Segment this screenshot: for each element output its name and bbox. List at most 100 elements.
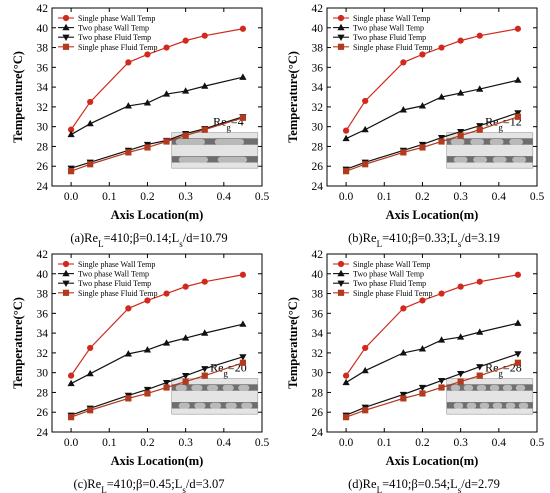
gas-slug (225, 402, 237, 409)
gas-slug (450, 385, 461, 391)
data-point (182, 373, 190, 380)
legend-label: Single phase Fluid Temp (353, 289, 433, 298)
data-point (162, 339, 171, 346)
data-point (182, 334, 190, 341)
gas-slug (518, 402, 529, 409)
legend-marker (62, 260, 70, 268)
x-tick-label: 0.2 (140, 437, 155, 449)
data-point (514, 76, 522, 83)
legend-marker (337, 14, 345, 22)
x-tick-label: 0.5 (530, 191, 545, 203)
gas-slug (476, 385, 487, 391)
y-tick-label: 24 (37, 427, 49, 439)
x-axis-label: Axis Location(m) (111, 208, 204, 222)
legend-label: Single phase Wall Temp (353, 260, 430, 269)
series-two-phase-wall-temp (342, 76, 522, 142)
y-tick-label: 28 (312, 387, 324, 399)
series-line (345, 362, 519, 418)
data-point (419, 144, 426, 151)
data-point (182, 378, 189, 385)
legend-marker (62, 269, 70, 277)
x-axis-label: Axis Location(m) (386, 208, 479, 222)
y-tick-label: 38 (37, 43, 49, 55)
x-tick-label: 0.1 (377, 191, 392, 203)
gas-slug (175, 139, 205, 145)
data-point (476, 328, 484, 335)
series-line (345, 353, 519, 416)
data-point (400, 59, 407, 66)
data-point (125, 59, 132, 66)
data-point (201, 82, 209, 89)
data-point (342, 372, 350, 379)
series-two-phase-fluid-temp (342, 351, 522, 419)
data-point (476, 123, 484, 130)
y-tick-label: 42 (37, 249, 49, 261)
series-single-phase-fluid-temp (67, 359, 247, 421)
legend-marker (337, 43, 345, 50)
gas-slug (505, 402, 516, 409)
x-tick-label: 0.1 (102, 437, 117, 449)
data-point (86, 119, 94, 127)
legend-marker (62, 23, 70, 31)
x-tick-label: 0.4 (492, 437, 507, 449)
plot-frame (326, 7, 538, 187)
gas-slug (450, 139, 465, 145)
x-tick-label: 0.5 (530, 437, 545, 449)
data-point (144, 51, 151, 58)
data-point (239, 25, 247, 32)
data-point (457, 283, 464, 290)
data-point (239, 359, 247, 366)
legend-marker (337, 23, 345, 31)
gas-slug (479, 402, 490, 409)
series-line (70, 356, 244, 416)
y-tick-label: 32 (37, 348, 49, 360)
data-point (239, 73, 247, 80)
y-tick-label: 32 (312, 102, 324, 114)
data-point (201, 329, 209, 336)
data-point (182, 132, 189, 139)
y-tick-label: 38 (37, 289, 49, 301)
series-line (345, 112, 519, 170)
y-tick-label: 28 (37, 387, 49, 399)
gas-slug (453, 402, 464, 409)
data-point (399, 349, 407, 356)
y-tick-label: 26 (312, 161, 324, 173)
data-point (125, 149, 132, 156)
data-point (457, 371, 465, 378)
x-tick-label: 0.1 (377, 437, 392, 449)
gas-slug (509, 139, 524, 145)
data-point (163, 290, 170, 297)
data-point (457, 132, 464, 139)
data-point (239, 354, 247, 361)
data-point (514, 271, 522, 278)
data-point (87, 98, 94, 106)
y-tick-label: 34 (37, 82, 49, 94)
channel-wall-lower (446, 156, 533, 163)
y-axis-label: Temperature(°C) (286, 297, 300, 389)
data-point (476, 364, 484, 371)
data-point (124, 102, 132, 109)
plot-frame (51, 253, 263, 433)
gas-slug (492, 402, 503, 409)
data-point (163, 138, 170, 145)
y-tick-label: 26 (37, 161, 49, 173)
series-two-phase-wall-temp (67, 73, 247, 138)
data-point (476, 372, 483, 379)
data-point (201, 372, 208, 379)
gas-slug (463, 385, 474, 391)
data-point (162, 379, 171, 387)
legend-marker (62, 289, 70, 296)
legend-label: Two phase Wall Temp (78, 270, 149, 279)
data-point (400, 149, 407, 156)
legend-label: Single phase Fluid Temp (78, 43, 158, 52)
data-point (163, 44, 170, 51)
legend-marker (62, 280, 70, 287)
data-point (419, 51, 426, 58)
data-point (438, 44, 445, 51)
y-tick-label: 34 (37, 328, 49, 340)
y-tick-label: 28 (37, 141, 49, 153)
legend-marker (62, 14, 70, 22)
y-axis-label: Temperature(°C) (11, 297, 25, 389)
panel-caption: (a)ReL=410;β=0.14;Ls/d=10.79 (70, 231, 227, 249)
